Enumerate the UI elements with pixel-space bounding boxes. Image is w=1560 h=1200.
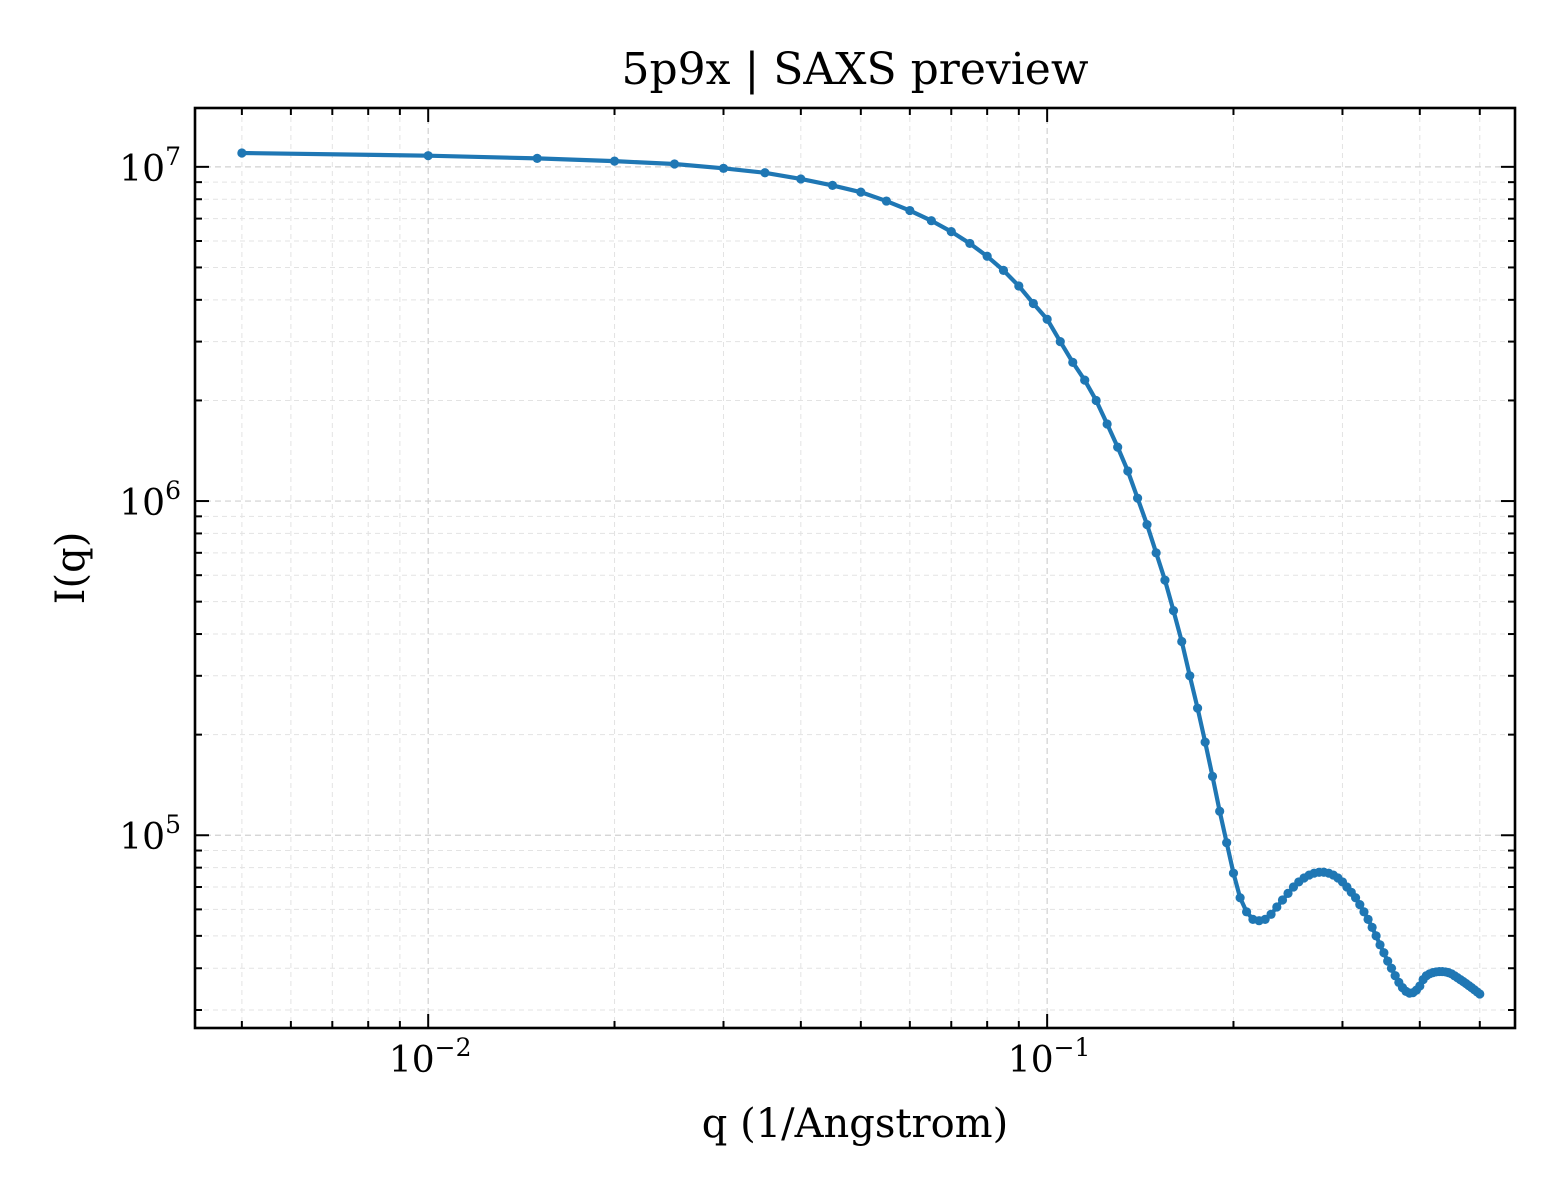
grid	[195, 108, 1515, 1028]
axis-ticks	[195, 108, 1515, 1028]
data-point	[1168, 606, 1179, 616]
data-point	[1228, 868, 1239, 878]
y-tick-label: 107	[119, 142, 181, 190]
data-point	[669, 159, 680, 169]
data-point	[1207, 771, 1218, 782]
data-point	[1028, 298, 1038, 309]
data-point	[1363, 914, 1373, 925]
data-point	[796, 174, 806, 184]
data-point	[1080, 375, 1090, 385]
data-point	[1113, 442, 1123, 452]
data-point	[1272, 902, 1282, 912]
chart-title: 5p9x | SAXS preview	[621, 44, 1088, 95]
data-point	[718, 163, 729, 173]
x-tick-label: 10−2	[389, 1033, 472, 1081]
data-point	[1200, 737, 1210, 747]
data-point	[926, 216, 936, 226]
data-point	[1123, 466, 1133, 476]
data-point	[1383, 956, 1393, 966]
data-point	[532, 153, 542, 163]
data-point	[1132, 493, 1143, 503]
data-point	[1277, 895, 1288, 905]
data-point	[1091, 395, 1101, 406]
data-point	[1222, 838, 1232, 848]
data-point	[881, 196, 892, 206]
data-point	[1151, 548, 1161, 558]
data-point	[609, 156, 620, 166]
data-point	[1185, 671, 1195, 681]
x-tick-label: 10−1	[1008, 1033, 1091, 1081]
x-axis-label: q (1/Angstrom)	[702, 1101, 1008, 1147]
data-point	[905, 205, 915, 216]
data-point	[1235, 893, 1245, 903]
y-tick-label: 105	[119, 810, 181, 858]
data-point	[1475, 989, 1485, 999]
data-point	[1068, 357, 1078, 367]
data-point	[1215, 806, 1225, 816]
tick-labels: 10−2 10−1 105 106 107	[119, 142, 1090, 1081]
data-point	[827, 180, 838, 190]
data-point	[237, 148, 247, 158]
data-point	[1142, 520, 1152, 530]
data-point	[856, 187, 866, 197]
data-point	[1359, 907, 1369, 917]
data-point	[1266, 909, 1276, 919]
data-series	[237, 148, 1485, 999]
data-point	[1371, 931, 1381, 941]
data-point	[760, 168, 770, 178]
data-point	[1042, 314, 1052, 324]
data-point	[1379, 948, 1389, 958]
data-point	[1386, 963, 1397, 973]
data-point	[982, 251, 992, 261]
data-point	[1367, 922, 1377, 933]
plot-frame	[193, 106, 1517, 1030]
data-point	[998, 265, 1009, 275]
data-point	[965, 238, 975, 249]
data-point	[1192, 703, 1203, 713]
data-point	[1355, 900, 1365, 910]
data-point	[1350, 893, 1361, 903]
data-point	[1283, 888, 1293, 898]
data-point	[423, 151, 433, 161]
data-point	[1055, 337, 1065, 347]
y-tick-label: 106	[119, 476, 181, 524]
data-point	[1102, 419, 1112, 429]
data-point	[1177, 636, 1187, 647]
y-axis-label: I(q)	[48, 532, 94, 605]
data-point	[1014, 281, 1024, 291]
data-point	[1241, 907, 1252, 917]
data-point	[1375, 940, 1385, 950]
data-point	[1160, 575, 1170, 585]
data-point	[946, 227, 956, 237]
